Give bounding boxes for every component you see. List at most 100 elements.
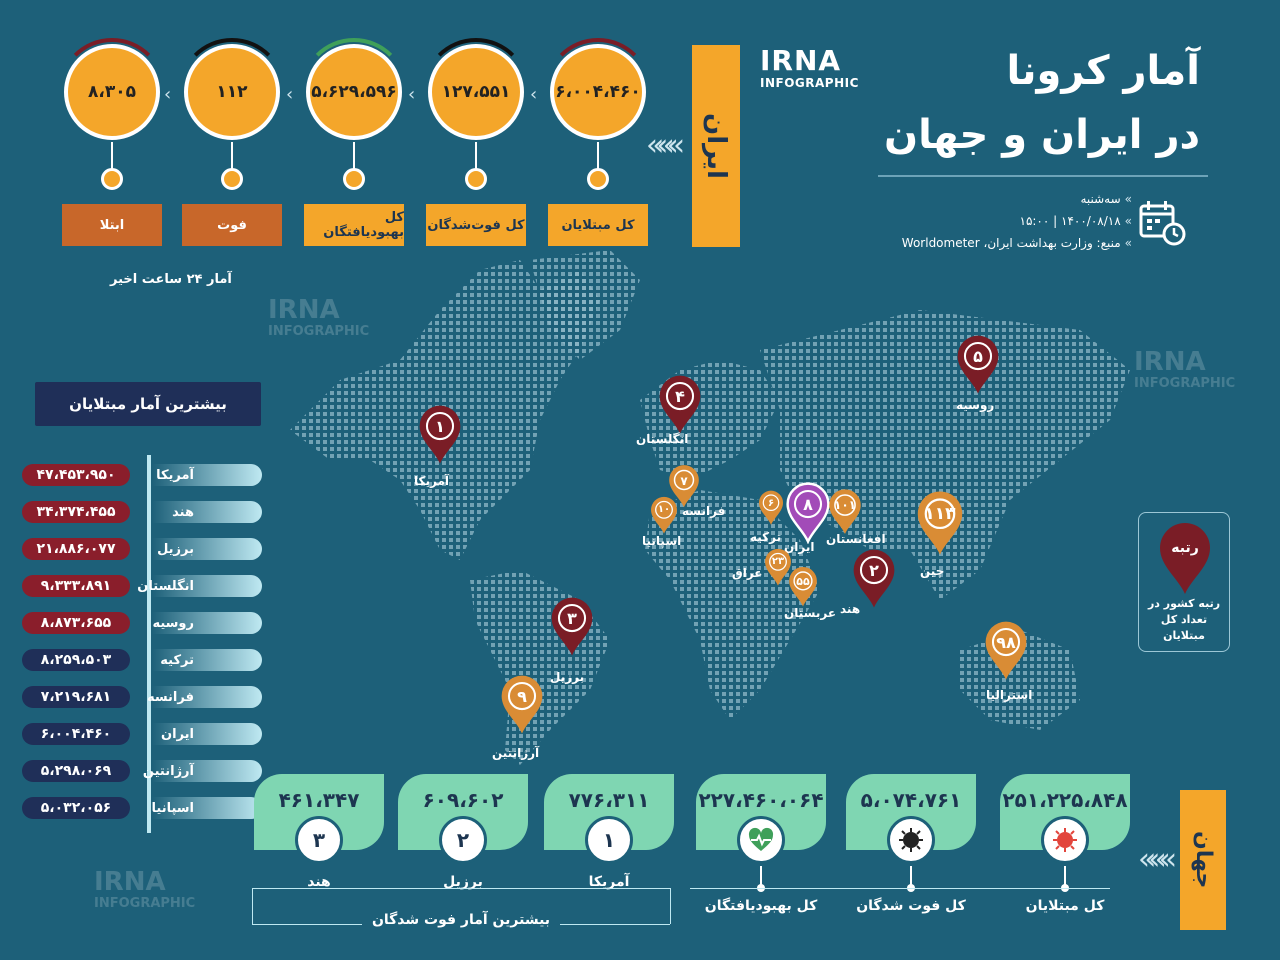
world-stat-label: کل فوت شدگان [856,898,966,914]
main-title-line1: آمار کرونا [1006,48,1201,94]
legend-pin-icon [1160,522,1210,594]
ranking-country-bar: آمریکا [152,464,262,486]
watermark-logo-2: IRNA INFOGRAPHIC [1134,347,1236,391]
ranking-country-bar: اسپانیا [152,797,262,819]
death-value: ۶۰۹،۶۰۲ [422,788,504,812]
datetime-row: »۱۴۰۰/۰۸/۱۸ | ۱۵:۰۰ [1019,214,1133,228]
death-country: هند [262,874,376,890]
stat-value-circle: ۱۲۷،۵۵۱ [428,44,524,140]
ranking-country: هند [172,504,194,520]
stat-value-circle: ۶،۰۰۴،۴۶۰ [550,44,646,140]
map-pin-rank: ۲۳ [771,556,785,567]
ranking-row: ۵،۲۹۸،۰۶۹ آرژانتین [22,760,262,782]
ranking-value: ۸،۲۵۹،۵۰۳ [22,649,130,671]
stat-dot [587,168,609,190]
stat-label: فوت [182,204,282,246]
map-pin-label: چین [920,564,945,578]
map-pin-icon [853,549,895,608]
separator-chevron-icon: ‹ [408,84,416,105]
map-pin-rank: ۶ [767,498,775,509]
ranking-country: ترکیه [160,652,194,668]
map-pin-label: افغانستان [826,532,886,546]
ranking-value: ۷،۲۱۹،۶۸۱ [22,686,130,708]
world-stat-label: کل مبتلایان [1025,898,1105,914]
ranking-country-bar: هند [152,501,262,523]
separator-chevron-icon: ‹ [530,84,538,105]
map-pin-rank: ۱۱۳ [924,504,956,524]
world-stat-stem [760,866,762,888]
ranking-row: ۲۱،۸۸۶،۰۷۷ برزیل [22,538,262,560]
ranking-row: ۸،۸۷۳،۶۵۵ روسیه [22,612,262,634]
ranking-row: ۳۴،۳۷۴،۴۵۵ هند [22,501,262,523]
map-pin-label: روسیه [956,398,995,412]
ranking-country-bar: ایران [152,723,262,745]
map-pin-icon [985,621,1027,680]
map-pin-icon [419,405,461,464]
ranking-country-bar: آرژانتین [143,760,262,782]
map-pin-rank: ۱۰۱ [834,498,856,512]
death-country: برزیل [406,874,520,890]
calendar-clock-icon [1139,201,1186,246]
watermark-logo-1: IRNA INFOGRAPHIC [268,295,370,339]
stat-arc [422,38,530,146]
watermark-logo-3: IRNA INFOGRAPHIC [94,867,196,911]
legend-pin-text: رتبه [1171,540,1199,556]
death-rank-circle: ۲ [439,816,487,864]
stat-connector [353,142,355,172]
death-rank-circle: ۱ [585,816,633,864]
stat-label: کل بهبودیافتگان [304,204,404,246]
stat-connector [475,142,477,172]
ranking-country: روسیه [152,615,194,631]
day-text: سه‌شنبه [1080,192,1121,206]
map-pin-icon [551,597,593,656]
map-pin-rank: ۵۵ [796,575,810,588]
map-pin-rank: ۸ [803,495,813,514]
top-deaths-title: بیشترین آمار فوت شدگان [252,912,670,928]
world-stat-value: ۲۲۷،۴۶۰،۰۶۴ [698,788,824,812]
map-pin-label: آرژانتین [492,746,540,760]
ranking-country-bar: فرانسه [147,686,262,708]
day-row: »سه‌شنبه [1080,192,1132,206]
virus-icon [1041,816,1089,864]
ranking-row: ۴۷،۴۵۳،۹۵۰ آمریکا [22,464,262,486]
legend-box [1138,512,1230,652]
map-pin-label: فرانسه [682,504,726,518]
map-pin-icon [758,490,784,525]
ranking-country: برزیل [157,541,194,557]
death-rank-circle: ۳ [295,816,343,864]
map-pin-icon [786,482,830,544]
map-pin-icon [501,675,543,734]
ranking-country: ایران [161,726,194,742]
map-pin-label: برزیل [550,670,585,684]
ranking-row: ۷،۲۱۹،۶۸۱ فرانسه [22,686,262,708]
irna-logo: IRNA INFOGRAPHIC [760,46,872,91]
stat-label: کل مبتلایان [548,204,648,246]
dark-virus-icon [887,816,935,864]
death-value: ۷۷۶،۳۱۱ [568,788,650,812]
ranking-country: فرانسه [146,689,194,705]
map-pin-icon [659,375,701,434]
world-stat-value: ۲۵۱،۲۲۵،۸۴۸ [1002,788,1128,812]
ranking-value: ۲۱،۸۸۶،۰۷۷ [22,538,130,560]
stat-connector [231,142,233,172]
map-pin-rank: ۲ [869,561,879,580]
map-pin-rank: ۱۰ [657,504,671,515]
ranking-vertical-bar [147,455,151,833]
map-pin-rank: ۹۸ [996,633,1016,652]
stat-connector [111,142,113,172]
iran-24h-note: آمار ۲۴ ساعت اخیر [110,272,232,287]
ranking-country: آرژانتین [142,763,194,779]
ranking-value: ۸،۸۷۳،۶۵۵ [22,612,130,634]
deaths-bracket-left [252,888,253,924]
ranking-country: انگلستان [137,578,194,594]
ranking-row: ۸،۲۵۹،۵۰۳ ترکیه [22,649,262,671]
map-pin-label: عربستان [784,606,837,620]
legend-description: رتبه کشور در تعداد کل مبتلایان [1147,597,1221,642]
map-pin-icon [651,496,677,534]
deaths-bracket-top [252,888,670,889]
title-divider [878,175,1208,177]
map-pin-label: هند [840,602,861,616]
iran-arrow-chevrons: ««« [646,128,685,163]
heart-pulse-icon [737,816,785,864]
map-pin-icon [669,465,699,508]
